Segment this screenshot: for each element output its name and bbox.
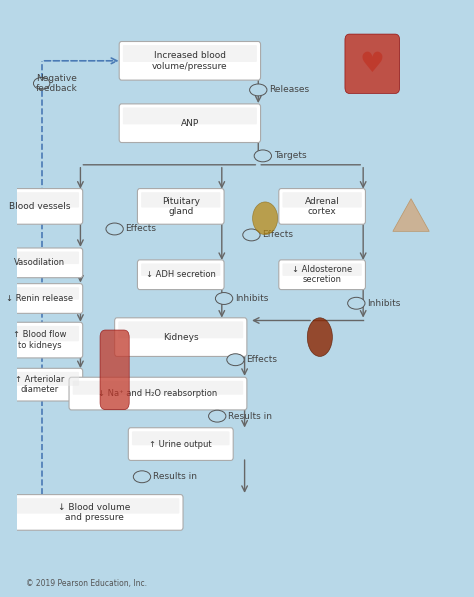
Text: Results in: Results in [228,412,272,421]
Ellipse shape [243,229,260,241]
FancyBboxPatch shape [73,381,243,395]
Ellipse shape [253,202,278,235]
Text: Inhibits: Inhibits [367,298,401,308]
Text: Blood vessels: Blood vessels [9,202,70,211]
Ellipse shape [34,78,50,90]
Text: Kidneys: Kidneys [163,333,199,341]
Text: Adrenal
cortex: Adrenal cortex [305,196,339,216]
FancyBboxPatch shape [137,189,224,224]
Text: Effects: Effects [246,355,277,364]
FancyBboxPatch shape [9,498,179,513]
FancyBboxPatch shape [0,251,79,264]
FancyBboxPatch shape [0,322,82,358]
Ellipse shape [133,471,151,483]
Text: Inhibits: Inhibits [235,294,268,303]
FancyBboxPatch shape [283,263,362,276]
FancyBboxPatch shape [0,368,82,401]
FancyBboxPatch shape [118,321,243,338]
Text: ↓ Na⁺ and H₂O reabsorption: ↓ Na⁺ and H₂O reabsorption [98,389,218,398]
FancyBboxPatch shape [115,318,247,356]
FancyBboxPatch shape [0,248,82,278]
Text: Effects: Effects [263,230,293,239]
Text: Negative
feedback: Negative feedback [36,73,77,93]
Text: Releases: Releases [269,85,310,94]
FancyBboxPatch shape [5,494,183,530]
FancyBboxPatch shape [283,192,362,208]
Text: ↑ Urine output: ↑ Urine output [149,439,212,448]
FancyBboxPatch shape [119,104,261,143]
FancyBboxPatch shape [141,192,220,208]
Text: © 2019 Pearson Education, Inc.: © 2019 Pearson Education, Inc. [26,580,147,589]
FancyBboxPatch shape [279,260,365,290]
FancyBboxPatch shape [345,34,400,94]
Ellipse shape [106,223,123,235]
FancyBboxPatch shape [0,284,82,313]
Ellipse shape [227,354,244,365]
Text: ↓ Blood volume
and pressure: ↓ Blood volume and pressure [58,503,130,522]
FancyBboxPatch shape [119,42,261,80]
Ellipse shape [347,297,365,309]
Text: ↓ ADH secretion: ↓ ADH secretion [146,270,216,279]
Text: ↓ Aldosterone
secretion: ↓ Aldosterone secretion [292,265,352,284]
FancyBboxPatch shape [137,260,224,290]
FancyBboxPatch shape [141,263,220,276]
Ellipse shape [254,150,272,162]
FancyBboxPatch shape [0,192,79,208]
Text: Targets: Targets [274,152,306,161]
Text: ↑ Blood flow
to kidneys: ↑ Blood flow to kidneys [13,330,66,350]
Ellipse shape [209,410,226,422]
FancyBboxPatch shape [279,189,365,224]
Ellipse shape [307,318,332,356]
Text: ↓ Renin release: ↓ Renin release [6,294,73,303]
Text: Results in: Results in [153,472,197,481]
Text: ANP: ANP [181,119,199,128]
FancyBboxPatch shape [0,287,79,300]
Ellipse shape [215,293,233,304]
Text: Pituitary
gland: Pituitary gland [162,196,200,216]
Polygon shape [393,199,429,232]
Text: Increased blood
volume/pressure: Increased blood volume/pressure [152,51,228,70]
Text: Vasodilation: Vasodilation [14,259,65,267]
FancyBboxPatch shape [0,189,82,224]
Text: ↑ Arteriolar
diameter: ↑ Arteriolar diameter [15,375,64,395]
Text: ♥: ♥ [360,50,385,78]
FancyBboxPatch shape [69,377,247,410]
Ellipse shape [250,84,267,96]
FancyBboxPatch shape [0,372,79,386]
FancyBboxPatch shape [100,330,129,410]
FancyBboxPatch shape [132,431,229,445]
FancyBboxPatch shape [123,107,257,124]
Text: Effects: Effects [126,224,156,233]
FancyBboxPatch shape [128,427,233,460]
FancyBboxPatch shape [123,45,257,62]
FancyBboxPatch shape [0,326,79,341]
